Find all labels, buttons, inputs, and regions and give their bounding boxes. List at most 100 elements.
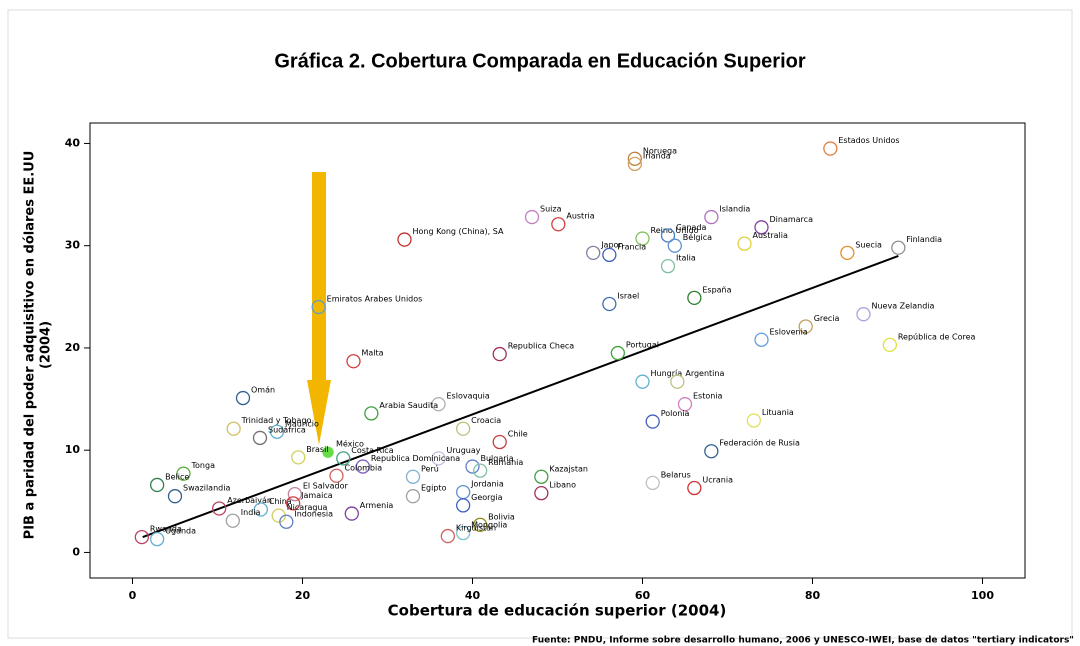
data-point: [687, 480, 702, 496]
data-point: [667, 238, 682, 253]
point-label: España: [702, 285, 731, 294]
point-label: Australia: [753, 231, 788, 240]
point-label: China: [269, 497, 292, 506]
x-tick-label: 60: [635, 589, 651, 602]
point-label: Federación de Rusia: [719, 438, 800, 448]
point-label: Uganda: [165, 527, 196, 536]
data-point: [336, 451, 351, 466]
data-point: [602, 247, 617, 263]
point-label: Grecia: [814, 314, 840, 323]
point-label: Omán: [251, 386, 275, 395]
data-point: [677, 397, 693, 412]
point-label: Libano: [549, 481, 576, 490]
point-label: Arabia Saudita: [379, 401, 438, 410]
point-label: Mauricio: [285, 419, 319, 428]
data-point: [687, 290, 702, 305]
point-label: Hungría: [651, 369, 683, 378]
data-point: [397, 232, 412, 247]
point-label: Republica Dominicana: [371, 454, 460, 463]
point-label: Austria: [566, 212, 594, 221]
point-label: Israel: [617, 291, 639, 300]
point-label: Belarus: [661, 470, 691, 479]
point-label: Irlanda: [643, 151, 671, 160]
x-tick-label: 80: [805, 589, 821, 602]
chart-title: Gráfica 2. Cobertura Comparada en Educac…: [274, 50, 805, 72]
data-point: [322, 446, 334, 458]
x-tick-label: 40: [465, 589, 481, 602]
data-point: [344, 506, 359, 521]
y-tick-label: 20: [65, 341, 81, 354]
y-axis-label: (2004): [39, 321, 54, 369]
data-point: [253, 502, 269, 517]
data-point: [472, 517, 488, 532]
x-tick-label: 0: [129, 589, 137, 602]
y-tick-label: 30: [65, 239, 81, 252]
trend-line: [142, 254, 899, 539]
data-point: [660, 228, 676, 243]
point-label: Eslovaquia: [447, 392, 490, 401]
point-label: Tonga: [191, 461, 216, 470]
data-point: [635, 231, 650, 246]
data-point: [287, 487, 303, 502]
point-label: Republica Checa: [508, 342, 575, 351]
data-point: [534, 469, 549, 484]
point-label: Egipto: [421, 484, 447, 493]
point-label: Lituania: [762, 408, 794, 417]
data-point: [534, 485, 549, 501]
data-point: [176, 466, 191, 481]
data-point: [226, 421, 241, 436]
point-label: Hong Kong (China), SA: [413, 227, 504, 236]
data-point: [627, 156, 642, 172]
point-label: Canada: [676, 223, 707, 232]
data-point: [440, 528, 456, 544]
point-label: Kirguistán: [456, 524, 496, 533]
point-label: Colombia: [345, 463, 383, 472]
point-label: Suiza: [540, 205, 562, 214]
data-point: [329, 468, 344, 483]
point-label: Jamaica: [300, 491, 333, 500]
data-point: [472, 463, 488, 478]
data-point: [355, 459, 371, 474]
data-point: [754, 332, 769, 347]
point-label: Nueva Zelandia: [872, 302, 935, 311]
point-label: Costa Rica: [351, 446, 393, 455]
data-point: [840, 245, 855, 261]
data-point: [798, 319, 813, 334]
data-point: [746, 413, 761, 428]
data-point: [212, 501, 227, 516]
data-point: [645, 475, 660, 491]
data-point: [405, 489, 421, 504]
x-axis-label: Cobertura de educación superior (2004): [388, 602, 727, 620]
data-point: [149, 477, 165, 493]
y-tick-label: 10: [65, 443, 81, 456]
point-label: Dinamarca: [770, 215, 814, 224]
point-label: Suecia: [855, 240, 882, 249]
arrow: [307, 172, 331, 445]
point-label: Kazajstan: [549, 464, 588, 473]
data-point: [586, 245, 601, 261]
data-point: [405, 469, 421, 484]
data-point: [225, 513, 240, 528]
data-point: [364, 406, 379, 421]
data-point: [465, 459, 480, 474]
point-label: Bulgaria: [481, 454, 514, 463]
point-label: Trinidad y Tobago: [241, 416, 312, 425]
point-label: Mongolia: [471, 521, 507, 530]
data-point: [627, 151, 642, 166]
point-label: Islandia: [719, 205, 750, 214]
point-label: Estados Unidos: [838, 136, 899, 145]
point-label: Portugal: [626, 341, 659, 350]
data-point: [524, 209, 540, 225]
arrow-head: [307, 380, 331, 445]
data-point: [737, 236, 752, 251]
data-point: [455, 498, 471, 513]
point-label: Indonesia: [294, 509, 333, 518]
data-point: [704, 444, 719, 459]
data-point: [492, 346, 507, 362]
point-label: Francia: [617, 242, 646, 251]
data-point: [455, 525, 471, 541]
point-label: Armenia: [360, 501, 394, 510]
point-label: Polonia: [661, 409, 690, 418]
data-point: [704, 209, 719, 225]
point-label: Jordania: [470, 480, 504, 489]
